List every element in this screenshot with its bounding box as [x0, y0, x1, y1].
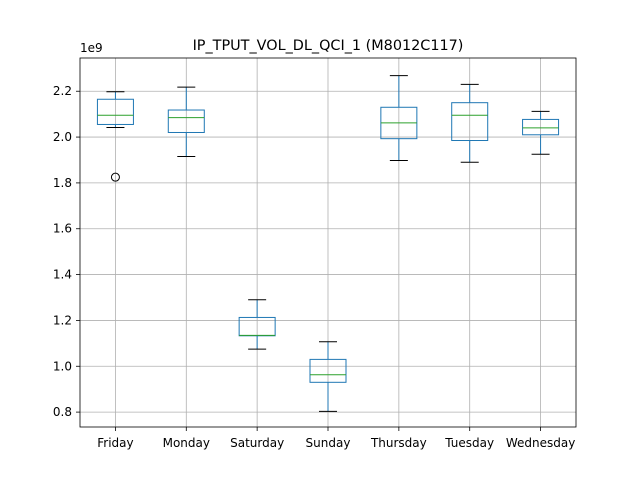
- y-tick-label: 2.2: [53, 84, 72, 98]
- outlier-point: [110, 172, 120, 182]
- box-wednesday: [522, 110, 560, 155]
- box-thursday: [380, 75, 418, 161]
- iqr-box: [522, 118, 560, 136]
- grid-lines: [80, 58, 576, 427]
- box-saturday: [238, 299, 276, 350]
- box-tuesday: [451, 83, 489, 163]
- y-tick-label: 1.8: [53, 176, 72, 190]
- y-tick-label: 2.0: [53, 130, 72, 144]
- y-tick-label: 1.6: [53, 222, 72, 236]
- chart-title: IP_TPUT_VOL_DL_QCI_1 (M8012C117): [193, 38, 464, 54]
- iqr-box: [167, 109, 205, 133]
- y-tick-label: 1.4: [53, 268, 72, 282]
- box-friday: [96, 91, 134, 182]
- x-tick-label: Sunday: [306, 436, 351, 450]
- y-tick-label: 0.8: [53, 405, 72, 419]
- box-sunday: [309, 341, 347, 412]
- y-axis-offset-label: 1e9: [80, 41, 103, 55]
- x-tick-label: Thursday: [370, 436, 427, 450]
- iqr-box: [309, 358, 347, 383]
- x-tick-label: Tuesday: [444, 436, 494, 450]
- box-series: [96, 75, 560, 412]
- y-tick-label: 1.2: [53, 313, 72, 327]
- x-tick-label: Wednesday: [506, 436, 575, 450]
- y-tick-label: 1.0: [53, 359, 72, 373]
- axes: 0.8 1.0 1.2 1.4 1.6 1.8 2.0 2.2 Friday Monday Satu…: [53, 57, 577, 450]
- x-tick-label: Saturday: [230, 436, 284, 450]
- iqr-box: [451, 102, 489, 142]
- box-monday: [167, 86, 205, 158]
- iqr-box: [96, 98, 134, 125]
- x-tick-label: Friday: [97, 436, 133, 450]
- x-tick-label: Monday: [163, 436, 210, 450]
